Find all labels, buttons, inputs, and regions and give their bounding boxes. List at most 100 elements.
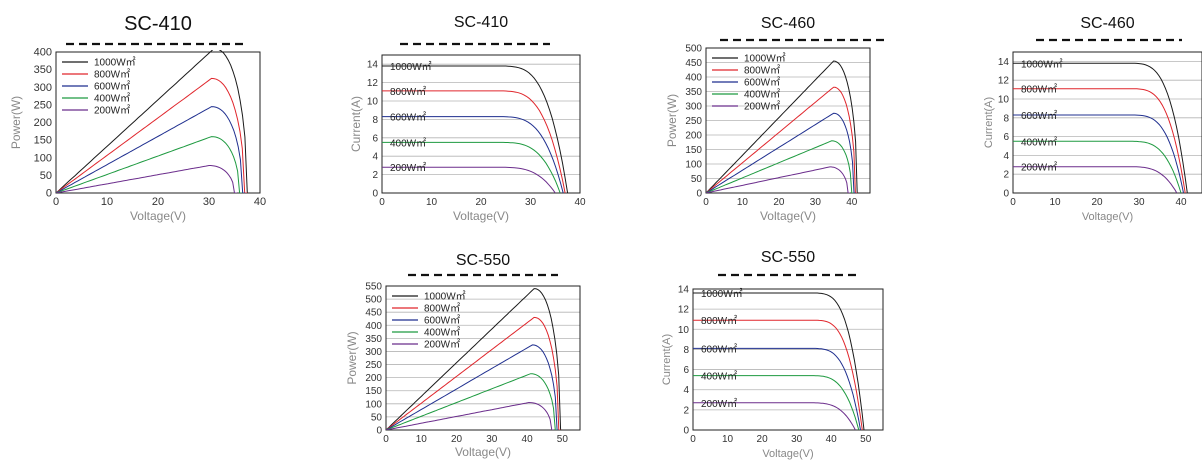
irradiance-label: 800W㎡ [390,86,426,98]
x-axis-label: Voltage(V) [455,445,511,459]
chart-title: SC-460 [761,15,815,32]
x-tick-label: 30 [810,197,822,208]
series-line [386,316,561,430]
x-tick-label: 20 [1091,197,1103,208]
y-tick-label: 2 [683,405,689,416]
x-tick-label: 20 [757,434,769,445]
y-tick-label: 4 [1003,151,1009,162]
y-axis-label: Power(W) [9,96,23,149]
irradiance-label: 1000W㎡ [1021,58,1063,70]
y-tick-label: 0 [1003,189,1009,200]
y-tick-label: 250 [365,360,382,371]
chart-svg: SC-460 0 50 100 150 200 250 300 350 400 450 500 0 10 2… [665,15,888,223]
chart-svg: SC-460 0 2 4 6 8 10 12 14 0 10 20 30 40 Voltage(V) Curr… [983,15,1202,223]
y-axis-label: Current(A) [661,334,673,385]
x-tick-label: 50 [557,434,569,445]
x-tick-label: 40 [254,196,266,208]
series-line [56,77,248,193]
x-axis-label: Voltage(V) [453,209,509,223]
y-tick-label: 50 [40,170,52,182]
legend-label: 400W㎡ [94,93,130,105]
x-tick-label: 40 [826,434,838,445]
y-axis-label: Power(W) [345,331,359,384]
legend-label: 200W㎡ [744,101,780,113]
y-tick-label: 400 [685,73,702,84]
series-line [386,373,558,430]
x-tick-label: 20 [451,434,463,445]
y-axis-label: Current(A) [983,97,995,148]
series-line [1013,88,1186,193]
series-line [693,292,865,430]
y-tick-label: 300 [365,347,382,358]
legend-label: 800W㎡ [94,69,130,81]
y-tick-label: 500 [365,295,382,306]
y-tick-label: 10 [678,325,690,336]
y-tick-label: 350 [34,64,52,76]
series-line [382,116,564,193]
y-tick-label: 200 [34,117,52,129]
y-tick-label: 2 [372,170,378,181]
series-line [706,140,854,193]
series-line [382,141,561,193]
y-tick-label: 300 [34,82,52,94]
legend-label: 400W㎡ [424,327,460,339]
x-axis-label: Voltage(V) [760,209,816,223]
y-tick-label: 100 [365,399,382,410]
irradiance-label: 800W㎡ [1021,84,1057,96]
series-line [382,65,569,193]
plot-frame [381,54,581,194]
x-tick-label: 10 [1049,197,1061,208]
irradiance-label: 400W㎡ [390,137,426,149]
series-line [386,401,554,430]
x-tick-label: 20 [152,196,164,208]
series-line [1013,62,1188,193]
x-tick-label: 0 [1010,197,1016,208]
x-tick-label: 10 [737,197,749,208]
y-tick-label: 8 [372,115,378,126]
y-tick-label: 4 [683,385,689,396]
x-tick-label: 0 [383,434,389,445]
chart-svg: SC-410 0 2 4 6 8 10 12 14 0 10 20 30 40 Voltage(V) Curr… [349,14,586,223]
y-tick-label: 400 [34,47,52,59]
y-tick-label: 14 [998,57,1010,68]
x-tick-label: 40 [574,197,586,208]
series-line [693,375,860,430]
y-tick-label: 100 [685,160,702,171]
legend-label: 400W㎡ [744,89,780,101]
series-line [56,165,237,193]
legend-label: 600W㎡ [744,77,780,89]
y-tick-label: 350 [365,334,382,345]
y-tick-label: 400 [365,321,382,332]
x-tick-label: 40 [846,197,858,208]
x-tick-label: 50 [860,434,872,445]
series-line [1013,166,1178,193]
legend-label: 600W㎡ [424,315,460,327]
irradiance-label: 400W㎡ [1021,136,1057,148]
x-axis-label: Voltage(V) [762,448,813,460]
x-tick-label: 30 [525,197,537,208]
x-tick-label: 40 [1175,197,1187,208]
irradiance-label: 600W㎡ [390,112,426,124]
x-axis-label: Voltage(V) [130,209,186,223]
x-axis-label: Voltage(V) [1082,211,1133,223]
x-tick-label: 0 [53,196,59,208]
y-tick-label: 150 [685,145,702,156]
chart-sc410-power: SC-410 0 50 100 150 200 250 300 350 400 0 10 20 30 40 V… [0,0,300,235]
y-tick-label: 50 [691,174,703,185]
y-tick-label: 300 [685,102,702,113]
x-tick-label: 0 [379,197,385,208]
legend-label: 800W㎡ [744,65,780,77]
y-tick-label: 450 [685,58,702,69]
x-tick-label: 10 [416,434,428,445]
plot-frame [1012,51,1202,194]
y-tick-label: 250 [34,99,52,111]
x-tick-label: 30 [486,434,498,445]
chart-sc460-current: SC-460 0 2 4 6 8 10 12 14 0 10 20 30 40 Voltage(V) Curr… [900,0,1202,235]
x-tick-label: 30 [203,196,215,208]
y-tick-label: 10 [998,95,1010,106]
chart-sc550-power: SC-550 0 50 100 150 200 250 300 350 400 450 500 550 0… [300,235,600,461]
series-line [56,50,250,193]
y-axis-label: Power(W) [665,94,679,147]
chart-svg: SC-5500501001502002503003504004505005500… [345,252,581,459]
legend-label: 1000W㎡ [424,291,466,303]
